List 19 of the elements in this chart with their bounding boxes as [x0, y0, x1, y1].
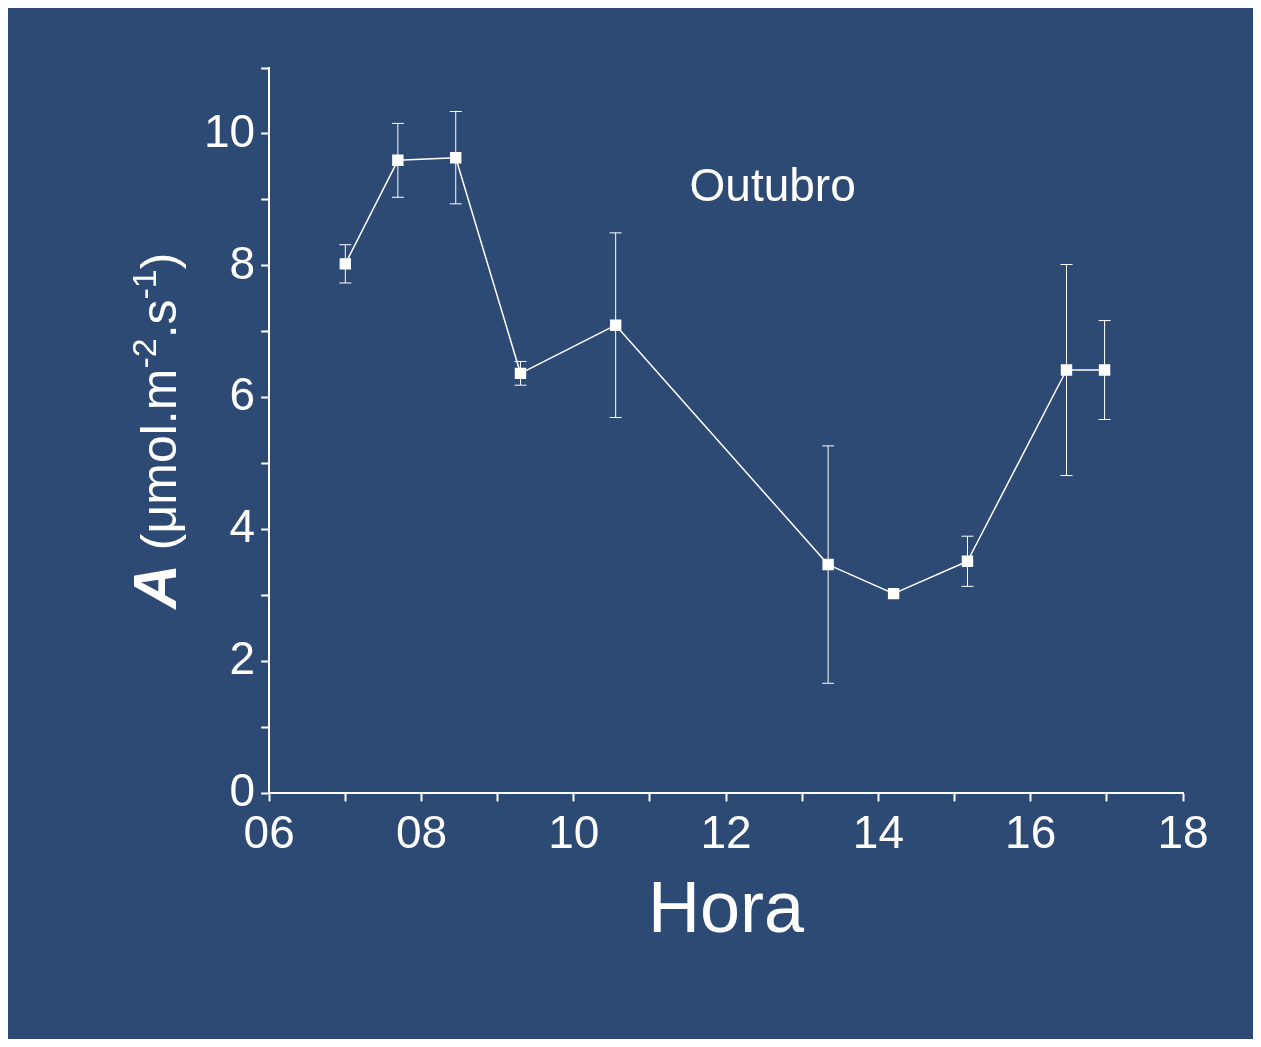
y-axis-title: A (μmol.m-2.s-1): [120, 252, 189, 611]
x-tick-label: 14: [852, 805, 904, 858]
point: [339, 258, 352, 270]
x-tick-label: 12: [700, 805, 752, 858]
point: [609, 319, 622, 331]
point: [1098, 364, 1111, 376]
y-tick-label: 4: [229, 500, 256, 553]
x-tick-label: 18: [1157, 805, 1209, 858]
x-tick-label: 16: [1005, 805, 1057, 858]
y-tick-label: 6: [229, 368, 256, 421]
point: [887, 587, 900, 600]
y-tick-label: 10: [203, 104, 256, 157]
x-tick-label: 10: [548, 805, 600, 858]
point: [1060, 364, 1073, 376]
y-tick-label: 2: [229, 632, 256, 685]
x-axis-title: Hora: [648, 866, 806, 947]
y-tick-label: 8: [229, 236, 256, 289]
x-tick-label: 08: [395, 805, 448, 858]
annotation: Outubro: [689, 158, 856, 211]
